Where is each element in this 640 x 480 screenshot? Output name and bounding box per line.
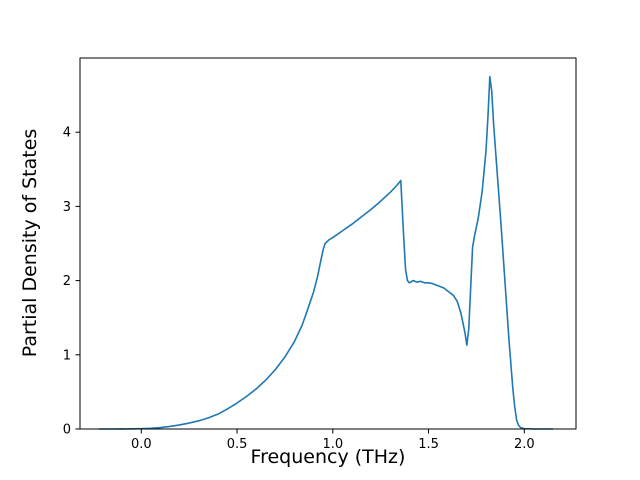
x-tick-label: 0.5 [227,437,248,452]
x-tick-label: 1.0 [322,437,343,452]
y-tick-label: 3 [63,200,71,215]
y-tick-label: 2 [63,274,71,289]
y-axis-label: Partial Density of States [19,128,41,358]
x-axis-label: Frequency (THz) [250,446,406,468]
pdos-line [99,75,554,430]
x-tick-label: 2.0 [514,437,535,452]
y-tick-label: 1 [63,348,71,363]
x-tick-label: 1.5 [418,437,439,452]
axes-box [79,57,577,430]
y-tick-label: 0 [63,423,71,438]
x-tick-label: 0.0 [131,437,152,452]
y-tick-label: 4 [63,126,71,141]
